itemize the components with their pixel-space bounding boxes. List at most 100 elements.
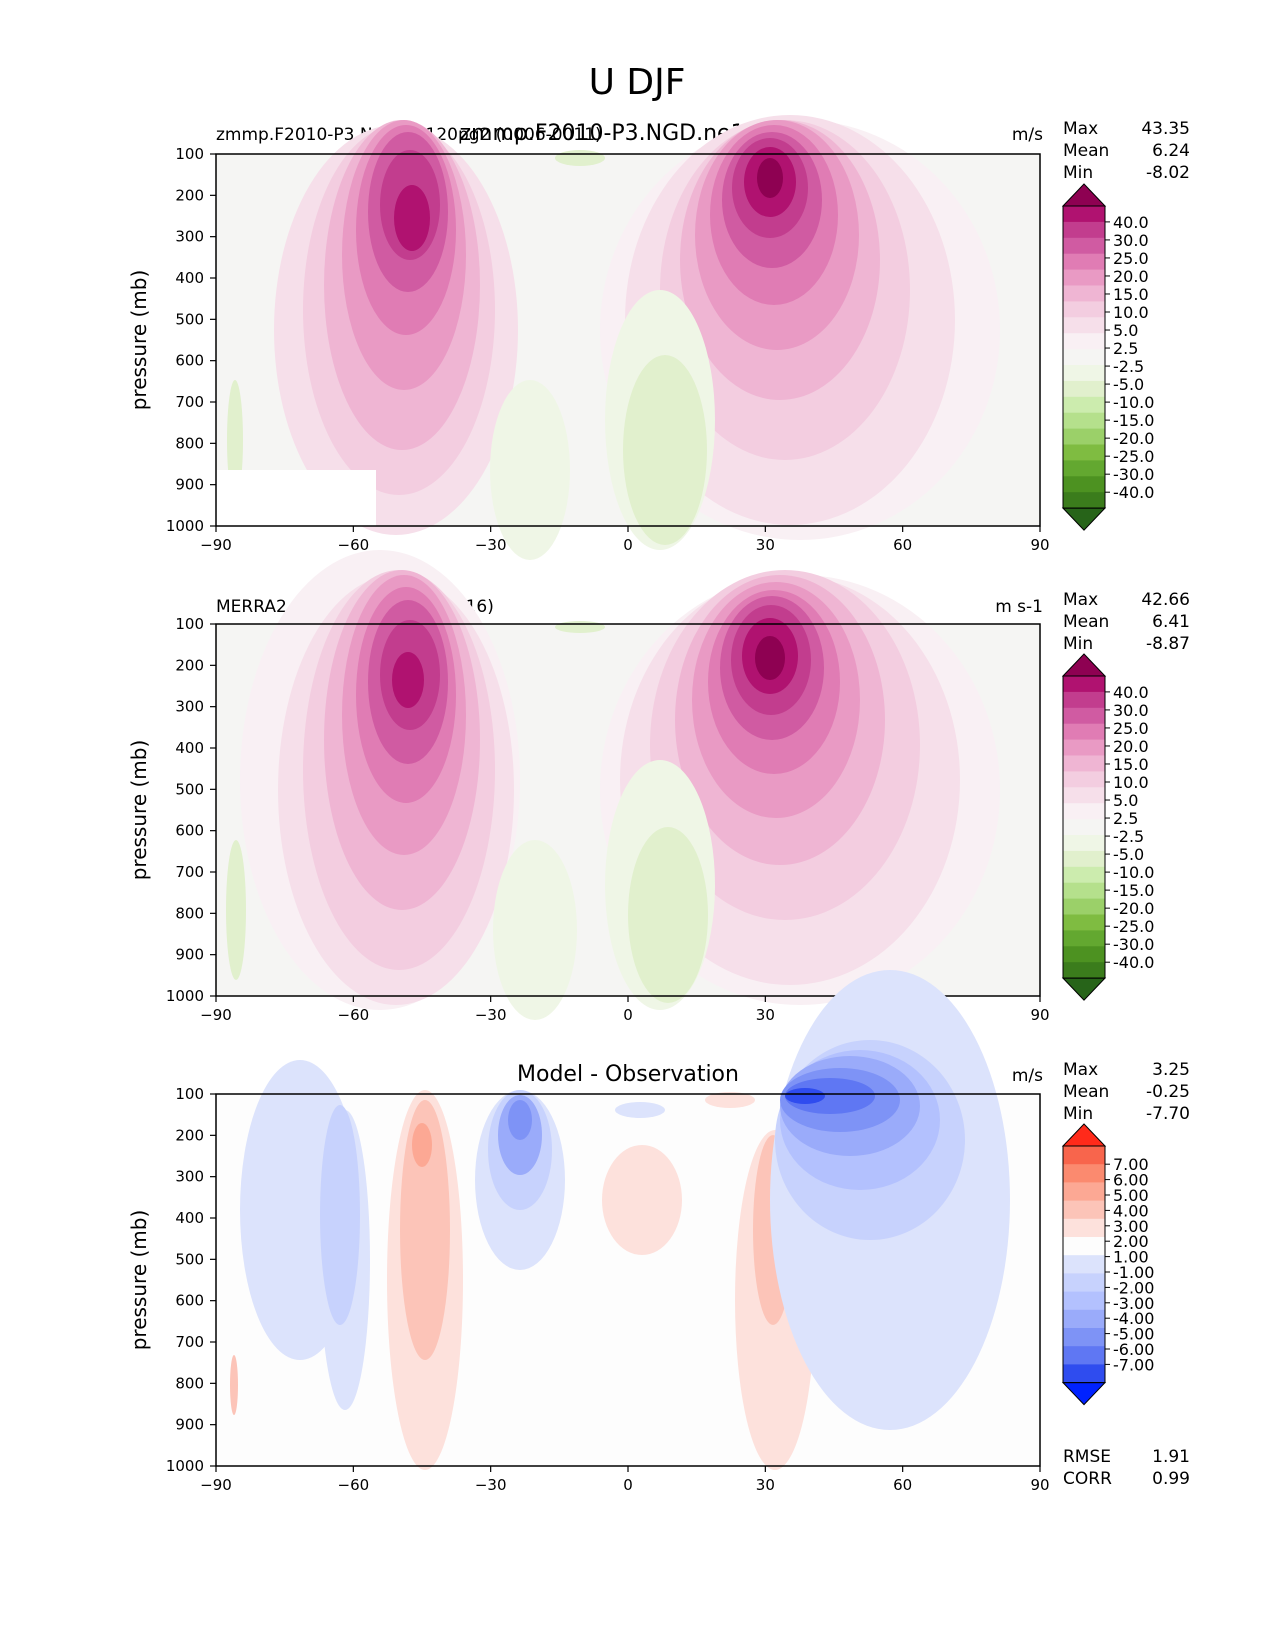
- y-tick-label: 500: [175, 1250, 204, 1268]
- panel-model-plot: [215, 115, 1041, 560]
- missing-data: [216, 470, 376, 526]
- panel-obs-plot: [215, 550, 1041, 1020]
- colorbar-segment: [1063, 930, 1105, 947]
- panel-model-ylabel: pressure (mb): [127, 270, 151, 411]
- y-tick-label: 100: [175, 1085, 204, 1103]
- colorbar-tick-label: 5.0: [1113, 791, 1138, 810]
- y-tick-label: 1000: [166, 987, 204, 1005]
- colorbar-tick-label: -1.00: [1113, 1263, 1154, 1282]
- contour-band: [320, 1105, 360, 1325]
- y-tick-label: 1000: [166, 517, 204, 535]
- colorbar-tick-label: -2.5: [1113, 827, 1144, 846]
- x-tick-label: −90: [200, 1476, 232, 1494]
- colorbar-tick-label: -25.0: [1113, 917, 1154, 936]
- colorbar-segment: [1063, 835, 1105, 852]
- colorbar-segment: [1063, 1346, 1105, 1365]
- colorbar-tick-label: -25.0: [1113, 447, 1154, 466]
- colorbar-tick-label: 20.0: [1113, 737, 1149, 756]
- colorbar-extend-max: [1061, 1123, 1107, 1147]
- panel-obs-axes: −90−60−300306090100200300400500600700800…: [166, 615, 1050, 1024]
- panel-obs-colorbar: 40.030.025.020.015.010.05.02.5-2.5-5.0-1…: [1061, 653, 1154, 1001]
- colorbar-tick-label: 40.0: [1113, 683, 1149, 702]
- colorbar-tick-label: 5.0: [1113, 321, 1138, 340]
- x-tick-label: −30: [475, 1476, 507, 1494]
- panel-diff: Model - Observation m/s Max Mean Min 3.2…: [127, 970, 1190, 1494]
- y-tick-label: 700: [175, 393, 204, 411]
- panel-model-stat-value: 6.24: [1152, 141, 1190, 161]
- colorbar-segment: [1063, 492, 1105, 509]
- x-tick-label: 60: [893, 1476, 912, 1494]
- panel-obs: MERRA2 Reanalysis (1980-2016) m s-1 Max …: [127, 550, 1190, 1024]
- y-tick-label: 600: [175, 822, 204, 840]
- y-tick-label: 700: [175, 863, 204, 881]
- colorbar-tick-label: 40.0: [1113, 213, 1149, 232]
- colorbar-segment: [1063, 317, 1105, 334]
- colorbar-tick-label: -20.0: [1113, 899, 1154, 918]
- x-tick-label: −30: [475, 536, 507, 554]
- y-tick-label: 700: [175, 1333, 204, 1351]
- contour-band: [757, 158, 783, 198]
- contour-band: [555, 150, 605, 166]
- colorbar-tick-label: 15.0: [1113, 755, 1149, 774]
- colorbar-segment: [1063, 285, 1105, 302]
- figure-suptitle: U DJF: [589, 62, 686, 103]
- colorbar-tick-label: 20.0: [1113, 267, 1149, 286]
- y-tick-label: 200: [175, 1126, 204, 1144]
- colorbar-segment: [1063, 365, 1105, 382]
- x-tick-label: 90: [1030, 536, 1049, 554]
- x-tick-label: 30: [756, 1476, 775, 1494]
- colorbar-segment: [1063, 1146, 1105, 1165]
- y-tick-label: 300: [175, 1168, 204, 1186]
- contour-band: [755, 636, 785, 680]
- colorbar-segment: [1063, 691, 1105, 709]
- contour-band: [493, 840, 577, 1020]
- panel-diff-plot: [215, 970, 1041, 1470]
- colorbar-tick-label: 5.00: [1113, 1186, 1149, 1205]
- colorbar-segment: [1063, 1200, 1105, 1220]
- panel-diff-stat-label: Min: [1063, 1104, 1093, 1124]
- x-tick-label: 90: [1030, 1476, 1049, 1494]
- y-tick-label: 900: [175, 946, 204, 964]
- panel-diff-ylabel: pressure (mb): [127, 1210, 151, 1351]
- panel-model-stat-value: 43.35: [1141, 119, 1190, 139]
- contour-band: [615, 1102, 665, 1118]
- colorbar-tick-label: -4.00: [1113, 1309, 1154, 1328]
- colorbar-segment: [1063, 755, 1105, 772]
- y-tick-label: 600: [175, 352, 204, 370]
- colorbar-segment: [1063, 866, 1105, 884]
- x-tick-label: −60: [338, 1476, 370, 1494]
- panel-obs-stat-value: 6.41: [1152, 612, 1190, 632]
- panel-model-axes: −90 −60 −30 0 30 60 90 100 200 300 400 500 600 700 800…: [166, 145, 1050, 554]
- colorbar-tick-label: -15.0: [1113, 411, 1154, 430]
- colorbar-tick-label: 7.00: [1113, 1155, 1149, 1174]
- colorbar-segment: [1063, 460, 1105, 477]
- y-tick-label: 900: [175, 1416, 204, 1434]
- colorbar-tick-label: 3.00: [1113, 1217, 1149, 1236]
- contour-band: [394, 185, 430, 251]
- contour-band: [785, 1078, 875, 1114]
- panel-obs-stat-label: Min: [1063, 634, 1093, 654]
- colorbar-tick-label: 10.0: [1113, 303, 1149, 322]
- colorbar-segment: [1063, 444, 1105, 461]
- colorbar-segment: [1063, 1182, 1105, 1202]
- colorbar-tick-label: 2.00: [1113, 1232, 1149, 1251]
- x-tick-label: 0: [623, 1476, 633, 1494]
- colorbar-tick-label: 10.0: [1113, 773, 1149, 792]
- colorbar-segment: [1063, 206, 1105, 223]
- colorbar-segment: [1063, 269, 1105, 286]
- colorbar-tick-label: 4.00: [1113, 1201, 1149, 1220]
- panel-diff-metric-value: 0.99: [1152, 1469, 1190, 1489]
- colorbar-segment: [1063, 349, 1105, 366]
- panel-obs-stat-value: 42.66: [1141, 590, 1190, 610]
- x-tick-label: −90: [200, 1006, 232, 1024]
- contour-band: [628, 827, 708, 1003]
- colorbar-segment: [1063, 1218, 1105, 1238]
- x-tick-label: −30: [475, 1006, 507, 1024]
- colorbar-tick-label: 2.5: [1113, 339, 1138, 358]
- colorbar-segment: [1063, 914, 1105, 931]
- colorbar-frame: [1062, 1145, 1106, 1384]
- panel-diff-stat-value: 3.25: [1152, 1060, 1190, 1080]
- colorbar-segment: [1063, 1255, 1105, 1274]
- colorbar-segment: [1063, 771, 1105, 788]
- colorbar-tick-label: -5.0: [1113, 845, 1144, 864]
